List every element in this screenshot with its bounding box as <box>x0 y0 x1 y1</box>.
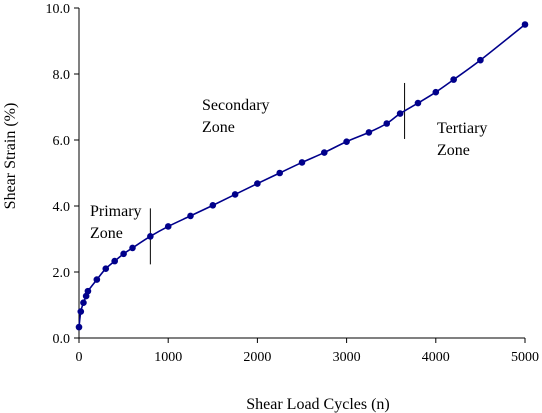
series-line <box>78 23 526 328</box>
annotation-secondary-line-1: Secondary <box>202 97 270 114</box>
data-point <box>77 308 85 315</box>
data-point <box>111 257 118 265</box>
data-point <box>80 299 87 306</box>
x-tick-label: 5000 <box>511 350 539 365</box>
data-point <box>75 323 83 331</box>
x-tick-label: 4000 <box>422 350 450 365</box>
axes <box>78 8 525 339</box>
annotation-primary-line-2: Zone <box>90 225 123 242</box>
data-point <box>82 292 90 300</box>
annotation-primary-line-1: Primary <box>90 203 142 220</box>
annotation-tertiary-zone: Tertiary Zone <box>437 120 491 159</box>
x-tick-label: 1000 <box>154 350 182 365</box>
data-point <box>521 21 529 28</box>
y-tick-label: 10.0 <box>46 2 71 17</box>
x-tick-label: 3000 <box>333 350 361 365</box>
data-point <box>276 169 284 177</box>
data-point <box>102 265 110 273</box>
data-point <box>231 191 239 198</box>
annotation-tertiary-line-1: Tertiary <box>437 120 487 137</box>
data-point <box>321 149 328 156</box>
data-point <box>298 159 306 166</box>
data-point <box>396 110 404 117</box>
y-tick-label: 2.0 <box>53 266 71 281</box>
annotation-secondary-line-2: Zone <box>202 119 235 136</box>
data-point <box>187 212 194 220</box>
data-point <box>450 76 457 83</box>
data-point <box>254 180 261 187</box>
data-point <box>147 233 154 240</box>
series-group <box>75 21 529 331</box>
annotation-primary-zone: Primary Zone <box>90 203 146 242</box>
x-tick-label: 2000 <box>243 350 271 365</box>
data-point <box>414 99 422 107</box>
y-tick-label: 0.0 <box>53 332 71 347</box>
data-point <box>343 138 350 145</box>
annotation-tertiary-line-2: Zone <box>437 142 470 159</box>
data-point <box>209 202 217 209</box>
ticks: 0 1000 2000 3000 4000 5000 0.0 2.0 4.0 6.0 8.0 10.0 <box>46 2 540 365</box>
data-point <box>365 129 373 136</box>
y-tick-label: 8.0 <box>53 68 71 83</box>
data-point <box>84 287 92 295</box>
data-point <box>93 276 101 283</box>
data-point <box>120 250 127 258</box>
y-axis-title: Shear Strain (%) <box>2 103 19 210</box>
annotation-secondary-zone: Secondary Zone <box>202 97 274 136</box>
x-tick-label: 0 <box>76 350 83 365</box>
data-point <box>383 120 391 127</box>
data-point <box>477 56 484 64</box>
y-tick-label: 4.0 <box>53 200 71 215</box>
x-axis-title: Shear Load Cycles (n) <box>246 396 390 413</box>
data-point <box>164 223 172 230</box>
y-tick-label: 6.0 <box>53 134 71 149</box>
data-point <box>432 88 440 96</box>
data-point <box>129 244 136 252</box>
